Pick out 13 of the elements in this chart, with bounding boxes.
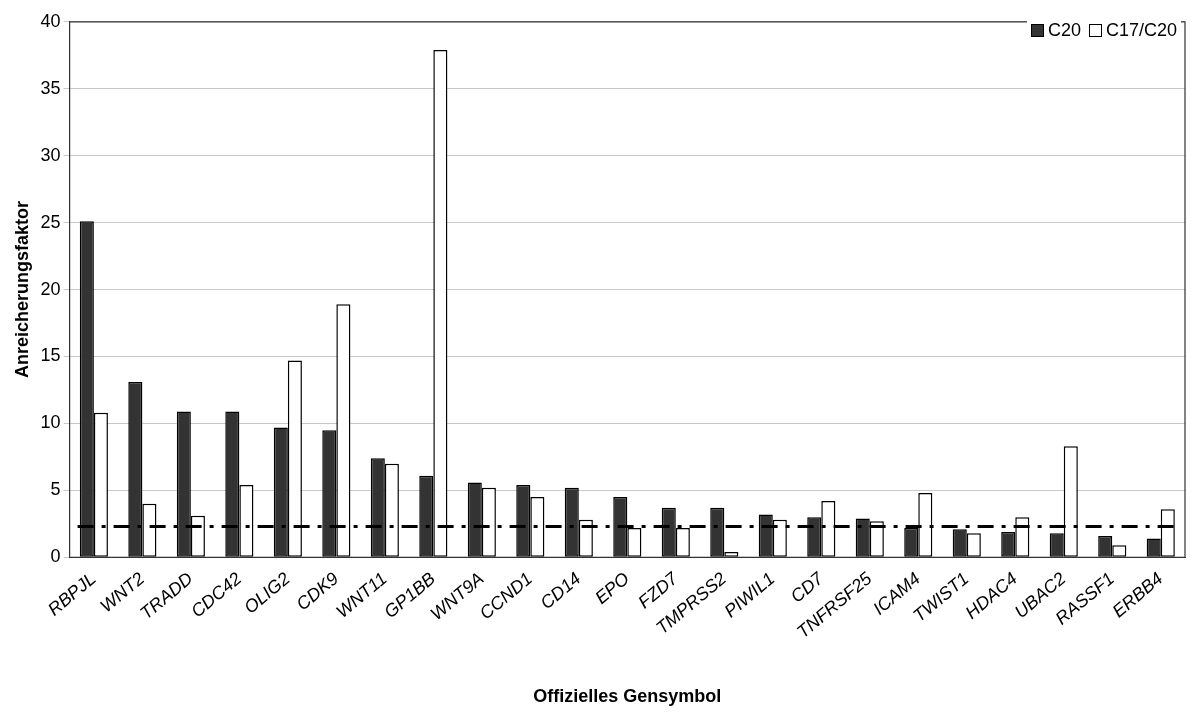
y-tick-label: 0 <box>50 546 61 567</box>
y-tick-label: 20 <box>40 278 61 299</box>
x-axis-title: Offizielles Gensymbol <box>533 686 722 707</box>
legend-label: C20 <box>1047 20 1081 41</box>
y-tick-label: 10 <box>40 412 61 433</box>
y-axis-title: Anreicherungsfaktor <box>11 201 32 379</box>
y-tick-label: 40 <box>40 10 61 31</box>
y-tick-label: 35 <box>40 77 61 98</box>
y-tick-label: 15 <box>40 345 61 366</box>
y-tick-label: 25 <box>40 211 61 232</box>
text: C17/C20 <box>1105 20 1177 41</box>
y-tick-label: 5 <box>50 479 61 500</box>
y-tick-label: 30 <box>40 144 61 165</box>
